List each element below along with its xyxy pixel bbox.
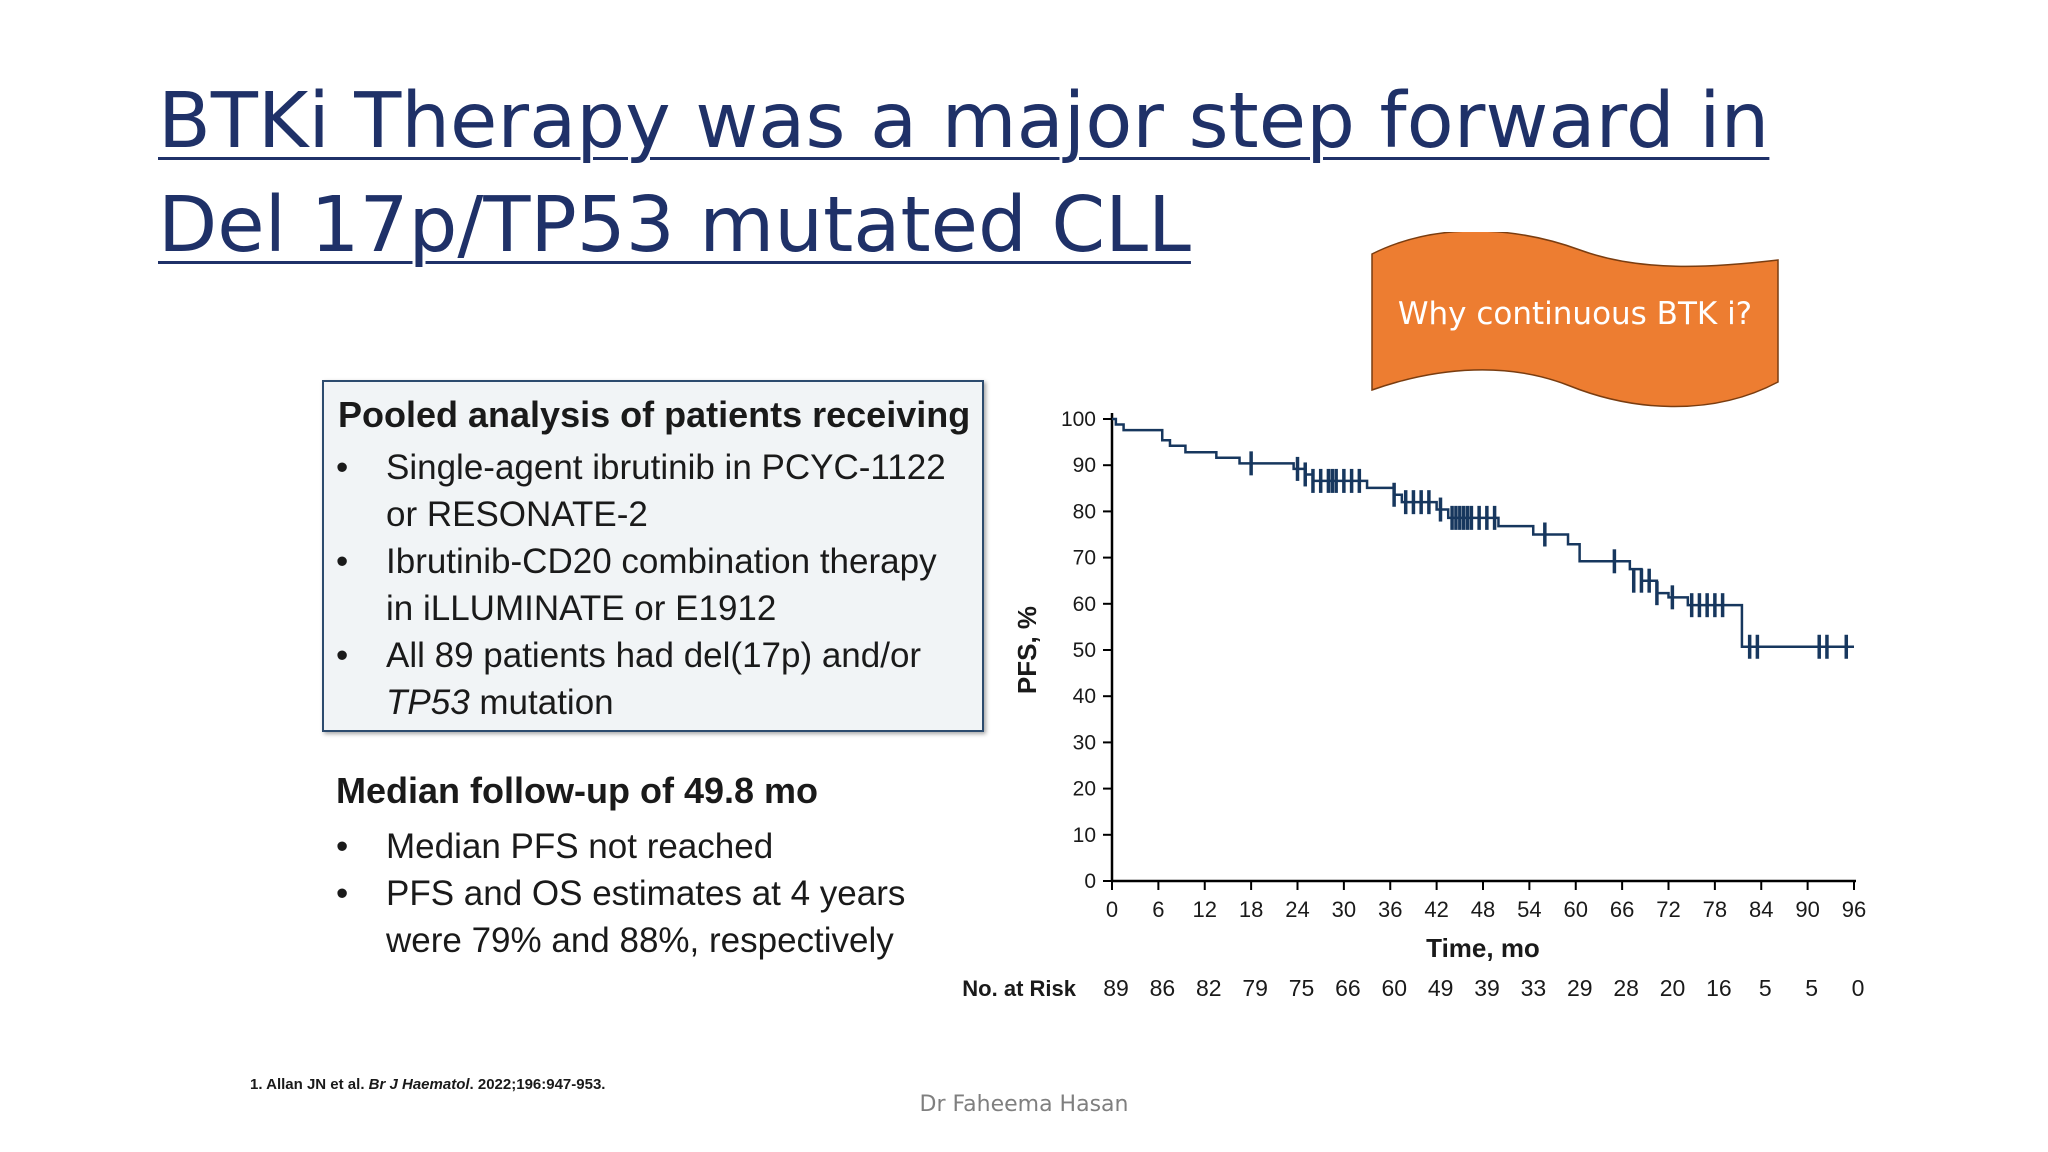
x-tick-label: 84	[1749, 897, 1773, 922]
callout-text: Why continuous BTK i?	[1397, 296, 1753, 332]
list-item-text: mutation	[469, 683, 614, 722]
list-item-text: or RESONATE-2	[386, 495, 648, 534]
follow-up-heading: Median follow-up of 49.8 mo	[336, 770, 819, 811]
list-item: • PFS and OS estimates at 4 years were 79%…	[336, 870, 905, 964]
risk-table-value: 29	[1567, 975, 1593, 1001]
risk-table-value: 79	[1242, 975, 1268, 1001]
list-item-text: were 79% and 88%, respectively	[386, 921, 894, 960]
x-tick-label: 72	[1656, 897, 1680, 922]
risk-table-value: 49	[1428, 975, 1454, 1001]
x-tick-label: 18	[1239, 897, 1263, 922]
y-tick-label: 60	[1073, 593, 1096, 616]
x-tick-label: 78	[1703, 897, 1727, 922]
follow-up-list: • Median PFS not reached • PFS and OS esti…	[336, 823, 905, 964]
risk-table-label: No. at Risk	[962, 976, 1076, 1001]
chart-censor-marks	[1249, 451, 1849, 659]
x-tick-label: 48	[1471, 897, 1495, 922]
pooled-analysis-heading: Pooled analysis of patients receiving	[338, 394, 971, 435]
reference-suffix: . 2022;196:947-953.	[469, 1076, 606, 1093]
x-tick-label: 30	[1332, 897, 1356, 922]
slide-title: BTKi Therapy was a major step forward in…	[158, 77, 1770, 270]
list-item-text: PFS and OS estimates at 4 years	[386, 874, 906, 913]
x-tick-label: 24	[1285, 897, 1309, 922]
list-item-text: in iLLUMINATE or E1912	[386, 589, 777, 628]
chart-axes: 0 10 20 30 40 50 60 70 80 90 100 0 6 12 18 24 30 36 42 48 54…	[1012, 408, 1866, 963]
callout-flag-shape	[1371, 232, 1779, 408]
x-tick-label: 42	[1424, 897, 1448, 922]
x-tick-label: 54	[1517, 897, 1541, 922]
x-tick-label: 60	[1564, 897, 1588, 922]
risk-table-value: 5	[1759, 975, 1772, 1001]
footer-author: Dr Faheema Hasan	[919, 1092, 1129, 1117]
risk-table-value: 39	[1474, 975, 1500, 1001]
x-tick-label: 90	[1795, 897, 1819, 922]
list-item-text: All 89 patients had del(17p) and/or	[386, 636, 922, 675]
risk-table-value: 33	[1521, 975, 1547, 1001]
x-tick-label: 66	[1610, 897, 1634, 922]
y-axis-label: PFS, %	[1012, 606, 1042, 694]
x-tick-label: 12	[1193, 897, 1217, 922]
x-tick-label: 0	[1106, 897, 1118, 922]
list-item-text: Median PFS not reached	[386, 827, 774, 866]
risk-table-value: 66	[1335, 975, 1361, 1001]
risk-table-value: 20	[1660, 975, 1686, 1001]
reference-journal: Br J Haematol	[368, 1076, 470, 1093]
pooled-analysis-box: Pooled analysis of patients receiving • S…	[322, 380, 984, 732]
reference-citation: 1. Allan JN et al. Br J Haematol. 2022;1…	[250, 1076, 605, 1093]
y-tick-label: 50	[1073, 639, 1096, 662]
x-axis-label: Time, mo	[1426, 933, 1540, 963]
risk-table-value: 5	[1805, 975, 1818, 1001]
y-tick-label: 80	[1073, 500, 1096, 523]
chart-curve	[1112, 417, 1854, 649]
risk-table: No. at Risk 89 86 82 79 75 66 60 49 39 33 29 28 20 16 5…	[962, 975, 1864, 1001]
y-tick-label: 70	[1073, 547, 1096, 570]
reference-prefix: 1. Allan JN et al.	[250, 1076, 369, 1093]
risk-table-value: 0	[1852, 975, 1865, 1001]
y-tick-label: 0	[1084, 870, 1096, 893]
x-tick-label: 96	[1842, 897, 1866, 922]
pfs-step-line	[1112, 417, 1854, 649]
list-item: • Ibrutinib-CD20 combination therapy in iL…	[336, 538, 946, 632]
bullet-icon: •	[336, 542, 349, 581]
gene-name: TP53	[386, 683, 470, 722]
risk-table-value: 28	[1613, 975, 1639, 1001]
list-item: • Single-agent ibrutinib in PCYC-1122 or R…	[336, 444, 946, 538]
y-tick-label: 10	[1073, 824, 1096, 847]
y-tick-label: 40	[1073, 685, 1096, 708]
risk-table-value: 16	[1706, 975, 1732, 1001]
risk-table-value: 82	[1196, 975, 1222, 1001]
callout-flag-path	[1371, 232, 1779, 408]
list-item-text: Single-agent ibrutinib in PCYC-1122	[386, 448, 946, 487]
x-tick-label: 6	[1152, 897, 1164, 922]
list-item: • Median PFS not reached	[336, 823, 905, 870]
pooled-analysis-list: • Single-agent ibrutinib in PCYC-1122 or R…	[336, 444, 946, 726]
bullet-icon: •	[336, 636, 349, 675]
y-tick-label: 100	[1061, 408, 1096, 431]
bullet-icon: •	[336, 874, 349, 913]
x-tick-label: 36	[1378, 897, 1402, 922]
y-tick-label: 90	[1073, 454, 1096, 477]
bullet-icon: •	[336, 827, 349, 866]
risk-table-value: 89	[1103, 975, 1129, 1001]
y-tick-label: 30	[1073, 731, 1096, 754]
list-item-text: Ibrutinib-CD20 combination therapy	[386, 542, 937, 581]
risk-table-value: 60	[1381, 975, 1407, 1001]
risk-table-value: 86	[1150, 975, 1176, 1001]
list-item: • All 89 patients had del(17p) and/or TP53…	[336, 632, 946, 726]
y-tick-label: 20	[1073, 778, 1096, 801]
risk-table-value: 75	[1289, 975, 1315, 1001]
bullet-icon: •	[336, 448, 349, 487]
